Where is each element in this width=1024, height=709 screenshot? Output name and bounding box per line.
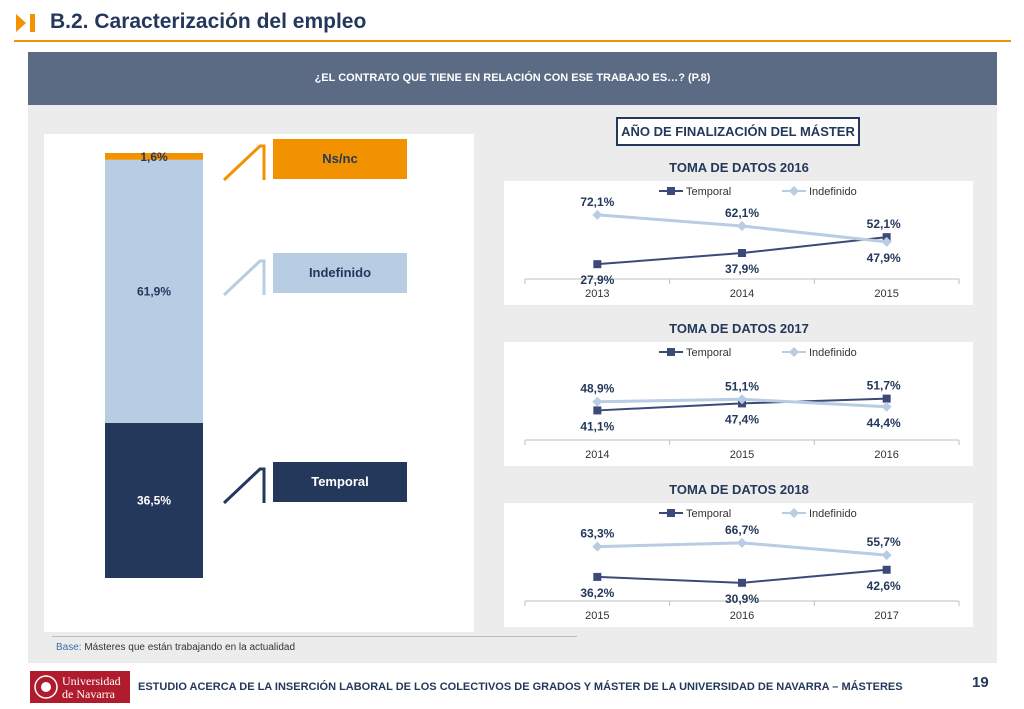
bar-segment-temporal [105, 422, 203, 578]
data-point-indefinido [737, 394, 747, 405]
legend-label-temporal: Temporal [686, 186, 731, 198]
logo-line2: de Navarra [62, 687, 115, 701]
data-label-temporal: 36,2% [580, 586, 614, 600]
logo-line1: Universidad [62, 674, 121, 688]
question-banner [28, 52, 997, 105]
legend-label-temporal: Temporal [686, 347, 731, 359]
line-chart-2017: 2014 2015 2016 Temporal Indefinido 41,1% 48,9%… [524, 347, 960, 461]
base-text: Másteres que están trabajando en la actu… [81, 642, 296, 653]
data-label-indefinido: 63,3% [580, 527, 614, 541]
data-point-temporal [882, 565, 891, 574]
data-point-indefinido [881, 550, 892, 561]
base-key: Base: [56, 642, 82, 653]
legend-marker-temporal [667, 509, 675, 517]
chart-title-2018: TOMA DE DATOS 2018 [669, 482, 809, 497]
legend-marker-indefinido [789, 186, 799, 196]
data-point-indefinido [881, 401, 892, 412]
data-label-temporal: 47,4% [725, 412, 759, 426]
legend-box-temporal: Temporal [273, 462, 407, 502]
x-tick-label: 2016 [730, 610, 754, 622]
base-divider [52, 636, 577, 637]
data-label-temporal: 51,7% [867, 379, 901, 393]
section-title-box: AÑO DE FINALIZACIÓN DEL MÁSTER [616, 117, 860, 146]
base-note: Base: Másteres que están trabajando en l… [56, 642, 295, 653]
data-label-temporal: 27,9% [580, 273, 614, 287]
bar-segment-nsnc [105, 153, 203, 160]
data-point-temporal [738, 249, 746, 258]
x-tick-label: 2013 [585, 288, 609, 300]
data-point-indefinido [737, 220, 747, 231]
legend-label-indefinido: Indefinido [809, 508, 857, 520]
data-label-indefinido: 44,4% [867, 416, 901, 430]
data-label-indefinido: 47,9% [867, 251, 901, 265]
data-label-indefinido: 72,1% [580, 195, 614, 209]
data-point-indefinido [592, 541, 603, 552]
data-label-indefinido: 51,1% [725, 379, 759, 393]
data-point-indefinido [592, 209, 603, 220]
legend-marker-indefinido [789, 347, 799, 357]
data-label-temporal: 41,1% [580, 419, 614, 433]
x-tick-label: 2016 [874, 449, 898, 461]
data-point-temporal [593, 260, 602, 269]
x-tick-label: 2015 [874, 288, 898, 300]
bar-label-indefinido: 61,9% [137, 284, 171, 298]
chart-title-2016: TOMA DE DATOS 2016 [669, 160, 809, 175]
data-point-temporal [738, 578, 746, 587]
data-label-temporal: 42,6% [867, 579, 901, 593]
data-point-indefinido [881, 236, 892, 247]
footer-text: ESTUDIO ACERCA DE LA INSERCIÓN LABORAL D… [138, 681, 903, 693]
data-label-temporal: 52,1% [867, 217, 901, 231]
x-tick-label: 2015 [730, 449, 754, 461]
chart-title-2017: TOMA DE DATOS 2017 [669, 321, 809, 336]
data-label-indefinido: 48,9% [580, 382, 614, 396]
data-label-indefinido: 66,7% [725, 523, 759, 537]
x-tick-label: 2014 [730, 288, 754, 300]
bar-label-nsnc: 1,6% [140, 150, 168, 164]
header-divider [14, 40, 1011, 42]
data-point-indefinido [737, 537, 747, 548]
line-chart-2016: 2013 2014 2015 Temporal Indefinido 27,9% 72,1%… [524, 186, 960, 300]
legend-label-indefinido: Indefinido [809, 347, 857, 359]
legend-marker-indefinido [789, 508, 799, 518]
legend-connectors [222, 144, 266, 505]
stacked-bar-chart: 36,5% 61,9% 1,6% [105, 150, 203, 578]
data-label-indefinido: 62,1% [725, 206, 759, 220]
bar-segment-indefinido [105, 159, 203, 423]
page-number: 19 [972, 674, 989, 691]
data-point-temporal [593, 406, 602, 415]
data-label-temporal: 30,9% [725, 592, 759, 606]
bar-label-temporal: 36,5% [137, 493, 171, 507]
x-tick-label: 2014 [585, 449, 609, 461]
legend-box-nsnc: Ns/nc [273, 139, 407, 179]
legend-label-indefinido: Indefinido [809, 186, 857, 198]
data-point-temporal [593, 572, 602, 581]
line-chart-2018-area [504, 503, 973, 627]
legend-label-temporal: Temporal [686, 508, 731, 520]
data-label-temporal: 37,9% [725, 262, 759, 276]
university-seal-icon [34, 675, 58, 699]
x-tick-label: 2017 [874, 610, 898, 622]
university-logo: Universidad de Navarra [30, 671, 130, 703]
line-chart-2018: 2015 2016 2017 Temporal Indefinido 36,2% 63,3%… [524, 508, 960, 622]
legend-marker-temporal [667, 187, 675, 195]
data-point-indefinido [592, 396, 603, 407]
legend-marker-temporal [667, 348, 675, 356]
legend-box-indefinido: Indefinido [273, 253, 407, 293]
page-title: B.2. Caracterización del empleo [50, 10, 367, 33]
x-tick-label: 2015 [585, 610, 609, 622]
line-chart-2016-area [504, 181, 973, 305]
data-point-temporal [882, 394, 891, 403]
question-text: ¿EL CONTRATO QUE TIENE EN RELACIÓN CON E… [314, 72, 711, 84]
header-arrow-icon [16, 14, 35, 32]
data-label-indefinido: 55,7% [867, 535, 901, 549]
